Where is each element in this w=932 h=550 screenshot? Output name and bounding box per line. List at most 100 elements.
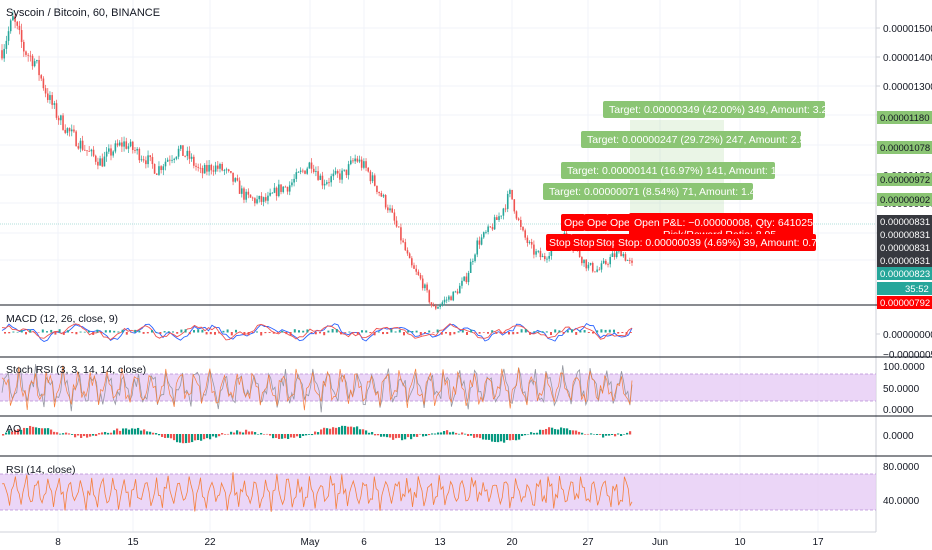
ao-bar xyxy=(227,433,230,435)
candle xyxy=(404,238,407,251)
price-axis[interactable]: 0.000015000.000014000.000013000.00001200… xyxy=(876,24,932,240)
macd-histogram-bar xyxy=(558,330,561,333)
stop-label[interactable]: Stop xyxy=(571,234,597,251)
candle xyxy=(502,207,505,220)
candle xyxy=(186,146,189,161)
candle xyxy=(491,223,494,231)
macd-histogram-bar xyxy=(407,330,410,333)
candle xyxy=(297,171,300,173)
ao-bar xyxy=(92,434,95,436)
macd-histogram-bar xyxy=(457,331,460,333)
candle xyxy=(123,136,125,152)
macd-histogram-bar xyxy=(390,329,393,333)
price-tag-label: 35:52 xyxy=(905,284,929,295)
price-tag: 0.00001180 xyxy=(877,111,932,124)
candle xyxy=(118,140,121,147)
macd-histogram-bar xyxy=(608,329,611,333)
candle xyxy=(64,124,67,135)
candle xyxy=(352,157,354,164)
ao-bar xyxy=(590,433,593,435)
ao-bar xyxy=(506,434,509,440)
candle xyxy=(182,145,184,156)
candle xyxy=(121,137,123,152)
candle xyxy=(232,172,234,186)
candle xyxy=(472,258,474,265)
candle xyxy=(356,155,359,163)
candle xyxy=(162,163,165,176)
candle xyxy=(323,179,326,190)
candle xyxy=(544,252,546,262)
ao-bar xyxy=(503,434,506,443)
ao-bar xyxy=(89,434,92,437)
candle xyxy=(378,191,380,197)
candle xyxy=(624,252,627,262)
candle xyxy=(395,216,398,228)
candle xyxy=(330,173,332,187)
open-label[interactable]: Ope xyxy=(607,214,631,231)
candle xyxy=(251,196,254,201)
candle xyxy=(20,23,23,49)
macd-histogram-bar xyxy=(167,331,170,333)
ao-bar xyxy=(320,429,323,435)
candle xyxy=(343,169,346,172)
ao-bar xyxy=(608,434,611,436)
ao-bar xyxy=(617,433,620,435)
ao-bar xyxy=(458,433,461,435)
time-tick-label: 6 xyxy=(361,537,367,548)
macd-histogram-bar xyxy=(306,329,309,333)
stop-main-label[interactable]: Stop: 0.00000039 (4.69%) 39, Amount: 0.7… xyxy=(614,234,823,251)
ao-bar xyxy=(398,434,401,438)
macd-histogram-bar xyxy=(386,332,389,334)
ao-bar xyxy=(122,428,125,435)
stop-label-text: Stop xyxy=(549,237,571,249)
macd-histogram-bar xyxy=(193,330,195,333)
macd-histogram-bar xyxy=(205,332,208,335)
candle xyxy=(112,150,114,158)
open-label[interactable]: Ope xyxy=(584,214,608,231)
price-tick-label: 0.00001300 xyxy=(883,82,932,93)
candle xyxy=(432,302,435,307)
candle xyxy=(49,91,51,104)
stop-label[interactable]: Stop xyxy=(594,234,620,251)
candle xyxy=(428,289,431,304)
ao-bar xyxy=(377,434,380,436)
candle xyxy=(498,212,500,222)
candle xyxy=(341,168,343,184)
candle xyxy=(317,166,319,181)
target-label[interactable]: Target: 0.00000071 (8.54%) 71, Amount: 1… xyxy=(543,183,762,200)
candle xyxy=(347,160,350,180)
macd-histogram-bar xyxy=(604,329,607,333)
time-axis[interactable]: 8 15 22 May 6 13 20 27 Jun 10 17 xyxy=(55,537,824,548)
candle xyxy=(326,179,328,186)
open-label[interactable]: Ope xyxy=(561,214,585,231)
candle xyxy=(389,204,391,213)
macd-histogram-bar xyxy=(109,330,111,333)
macd-histogram-bar xyxy=(37,332,40,333)
ao-bar xyxy=(620,434,623,437)
candle xyxy=(138,147,141,164)
macd-histogram-bar xyxy=(524,329,527,333)
target-label[interactable]: Target: 0.00000247 (29.72%) 247, Amount:… xyxy=(581,131,811,148)
ao-bar xyxy=(302,434,305,436)
macd-histogram-bar xyxy=(209,332,212,335)
candle xyxy=(38,55,40,81)
ao-bar xyxy=(611,434,614,436)
candle xyxy=(234,177,237,183)
candle xyxy=(131,140,134,154)
candle xyxy=(230,171,232,174)
candle xyxy=(238,177,241,194)
ao-bar xyxy=(119,430,122,435)
candle xyxy=(376,185,378,195)
target-label[interactable]: Target: 0.00000349 (42.00%) 349, Amount:… xyxy=(603,101,833,118)
target-label[interactable]: Target: 0.00000141 (16.97%) 141, Amount:… xyxy=(561,162,785,179)
candle xyxy=(332,169,335,181)
time-tick-label: May xyxy=(301,537,320,548)
stop-label[interactable]: Stop xyxy=(546,234,572,251)
macd-histogram-bar xyxy=(461,330,464,333)
ao-bar xyxy=(236,430,239,435)
candle xyxy=(236,174,239,182)
ao-bar xyxy=(344,425,347,435)
candle xyxy=(367,167,370,173)
open-label-text: Ope xyxy=(587,217,607,229)
